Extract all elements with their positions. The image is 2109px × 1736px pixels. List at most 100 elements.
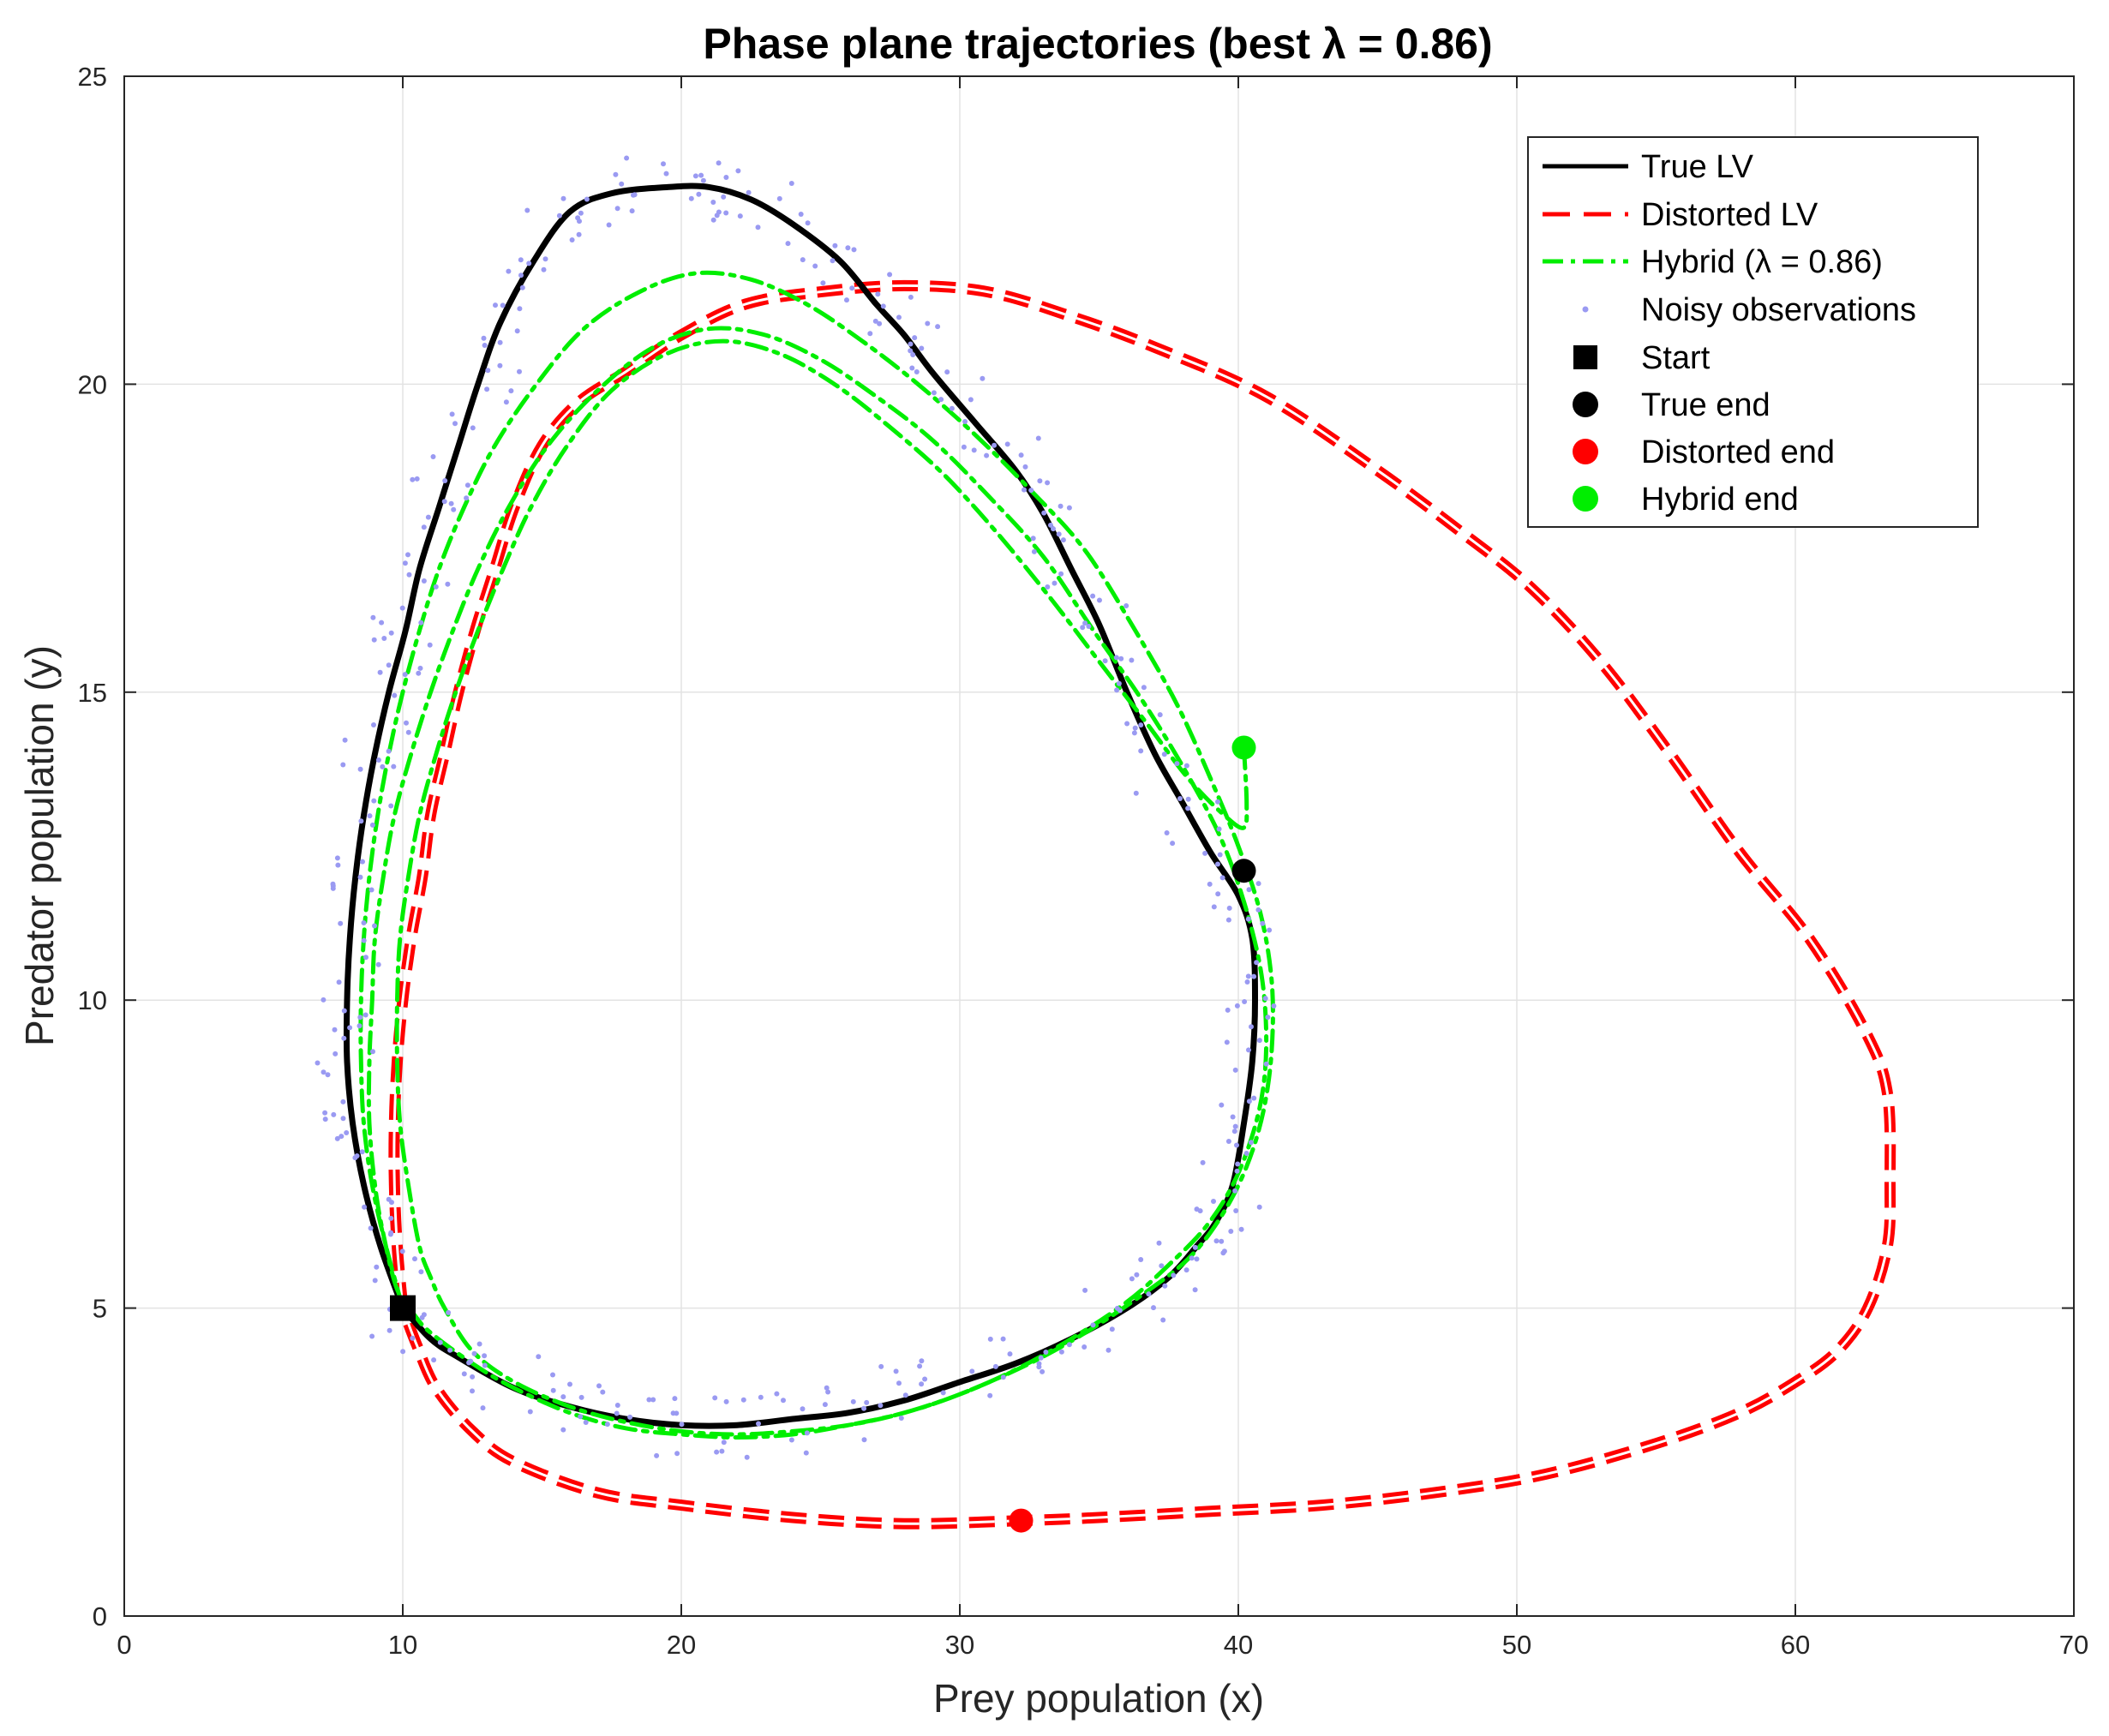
- noisy-observation-point: [1080, 625, 1086, 631]
- noisy-observation-point: [938, 397, 944, 403]
- noisy-observation-point: [332, 1027, 338, 1033]
- noisy-observation-point: [1213, 1238, 1219, 1244]
- noisy-observation-point: [785, 241, 791, 247]
- legend-swatch-true-end: [1573, 392, 1598, 417]
- noisy-observation-point: [1134, 1272, 1140, 1278]
- noisy-observation-point: [406, 572, 412, 578]
- legend-label-start: Start: [1641, 340, 1711, 376]
- noisy-observation-point: [410, 1335, 416, 1341]
- noisy-observation-point: [781, 1398, 786, 1404]
- x-tick-label: 0: [117, 1630, 131, 1660]
- noisy-observation-point: [1007, 1351, 1013, 1357]
- noisy-observation-point: [663, 171, 669, 177]
- noisy-observation-point: [744, 1454, 750, 1460]
- noisy-observation-point: [357, 1015, 363, 1021]
- noisy-observation-point: [614, 206, 620, 212]
- x-tick-label: 20: [667, 1630, 696, 1660]
- noisy-observation-point: [503, 399, 509, 405]
- noisy-observation-point: [654, 1452, 660, 1458]
- noisy-observation-point: [1219, 1102, 1225, 1108]
- legend-label-hybrid-end: Hybrid end: [1641, 482, 1799, 518]
- noisy-observation-point: [800, 1406, 806, 1412]
- noisy-observation-point: [1022, 487, 1027, 493]
- noisy-observation-point: [1157, 712, 1163, 718]
- hybrid-line: [358, 270, 1275, 1440]
- noisy-observation-point: [388, 1215, 394, 1221]
- x-tick-label: 50: [1502, 1630, 1531, 1660]
- noisy-observation-point: [514, 328, 520, 334]
- noisy-observation-point: [386, 748, 392, 754]
- noisy-observation-point: [696, 191, 702, 197]
- noisy-observation-point: [776, 195, 782, 201]
- noisy-observation-point: [632, 192, 638, 198]
- noisy-observation-point: [336, 979, 342, 985]
- noisy-observation-point: [1109, 1326, 1115, 1332]
- noisy-observation-point: [919, 1358, 925, 1364]
- noisy-observation-point: [877, 320, 883, 326]
- noisy-observation-point: [1255, 881, 1261, 887]
- noisy-observation-point: [896, 314, 902, 320]
- noisy-observation-point: [1058, 571, 1064, 577]
- noisy-observation-point: [1251, 973, 1257, 979]
- noisy-observation-point: [1225, 917, 1231, 923]
- noisy-observation-point: [992, 1363, 998, 1369]
- noisy-observation-point: [470, 1388, 475, 1394]
- noisy-observation-point: [798, 212, 804, 217]
- noisy-observation-point: [1156, 1240, 1162, 1246]
- noisy-observation-point: [375, 961, 381, 967]
- noisy-observation-point: [1263, 1061, 1269, 1067]
- noisy-observation-point: [1185, 796, 1191, 802]
- noisy-observation-point: [1231, 1128, 1237, 1134]
- plot-area-frame: [123, 75, 2075, 1617]
- noisy-observation-point: [497, 339, 503, 345]
- noisy-observation-point: [740, 1397, 746, 1403]
- noisy-observation-point: [374, 1264, 380, 1270]
- noisy-observation-point: [861, 1437, 867, 1443]
- noisy-observation-point: [661, 161, 666, 167]
- noisy-observation-point: [1035, 435, 1041, 441]
- noisy-observation-point: [1265, 1015, 1271, 1021]
- noisy-observation-point: [470, 425, 476, 431]
- noisy-observation-point: [1043, 1350, 1049, 1355]
- noisy-observation-point: [968, 397, 974, 403]
- noisy-observation-point: [756, 1421, 761, 1427]
- noisy-observation-point: [688, 195, 694, 201]
- noisy-observation-point: [427, 642, 433, 648]
- noisy-observation-point: [447, 1347, 453, 1353]
- noisy-observation-point: [1194, 1206, 1200, 1212]
- noisy-observation-point: [391, 763, 397, 769]
- noisy-observation-point: [606, 222, 612, 228]
- legend-label-distorted-end: Distorted end: [1641, 434, 1835, 470]
- noisy-observation-point: [646, 1397, 652, 1403]
- noisy-observation-point: [1141, 685, 1147, 691]
- noisy-observation-point: [560, 1427, 566, 1433]
- noisy-observation-point: [583, 1420, 589, 1425]
- noisy-observation-point: [578, 1414, 584, 1420]
- noisy-observation-point: [1060, 537, 1066, 543]
- noisy-observation-point: [1230, 1114, 1236, 1120]
- noisy-observation-point: [670, 1410, 676, 1416]
- noisy-observation-point: [712, 1395, 718, 1401]
- noisy-observation-point: [878, 1363, 884, 1369]
- noisy-observation-point: [1160, 1317, 1166, 1323]
- x-tick-label: 60: [1781, 1630, 1810, 1660]
- noisy-observation-point: [367, 813, 373, 819]
- noisy-observation-point: [1164, 830, 1170, 835]
- noisy-observation-point: [825, 1389, 831, 1395]
- noisy-observation-point: [902, 1392, 908, 1398]
- noisy-observation-point: [578, 1394, 584, 1400]
- noisy-observation-point: [908, 341, 914, 347]
- noisy-observation-point: [1216, 826, 1222, 832]
- x-tick-label: 10: [388, 1630, 417, 1660]
- noisy-observation-point: [386, 1327, 392, 1333]
- noisy-observation-point: [679, 1422, 685, 1428]
- noisy-observation-point: [1262, 996, 1268, 1002]
- noisy-observation-point: [896, 1380, 902, 1386]
- y-tick-label: 0: [93, 1601, 107, 1631]
- noisy-observation-point: [919, 345, 925, 351]
- noisy-observation-point: [1170, 841, 1176, 847]
- noisy-observation-point: [441, 499, 447, 505]
- noisy-observation-point: [1058, 1349, 1064, 1355]
- noisy-observation-point: [575, 215, 581, 221]
- noisy-observation-point: [375, 757, 381, 763]
